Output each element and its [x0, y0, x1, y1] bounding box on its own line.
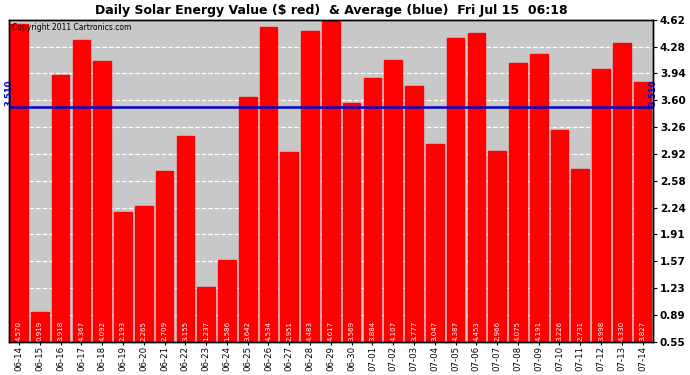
Text: 3.642: 3.642	[245, 321, 250, 341]
Text: 3.998: 3.998	[598, 321, 604, 341]
Text: 4.617: 4.617	[328, 321, 334, 341]
Bar	[302, 30, 319, 342]
Bar	[31, 312, 49, 342]
Bar	[530, 54, 548, 342]
Bar	[571, 169, 589, 342]
Bar	[280, 152, 298, 342]
Text: 4.367: 4.367	[79, 321, 84, 341]
Text: 4.453: 4.453	[473, 321, 480, 341]
Bar	[239, 97, 257, 342]
Bar	[135, 206, 152, 342]
Bar	[551, 130, 569, 342]
Text: 2.709: 2.709	[161, 321, 168, 341]
Bar	[405, 86, 423, 342]
Text: 0.919: 0.919	[37, 321, 43, 341]
Text: 1.237: 1.237	[203, 321, 209, 341]
Bar	[177, 135, 194, 342]
Bar	[93, 62, 111, 342]
Text: 4.075: 4.075	[515, 321, 521, 341]
Text: 2.966: 2.966	[494, 321, 500, 341]
Text: 3.827: 3.827	[640, 321, 646, 341]
Bar	[364, 78, 382, 342]
Text: 3.918: 3.918	[58, 321, 63, 341]
Text: 3.155: 3.155	[182, 321, 188, 341]
Bar	[72, 40, 90, 342]
Text: 3.510: 3.510	[4, 80, 13, 106]
Text: 4.330: 4.330	[619, 321, 625, 341]
Bar	[468, 33, 485, 342]
Bar	[114, 211, 132, 342]
Text: 4.092: 4.092	[99, 321, 105, 341]
Bar	[446, 38, 464, 342]
Bar	[592, 69, 610, 342]
Bar	[259, 27, 277, 342]
Bar	[197, 287, 215, 342]
Text: 3.047: 3.047	[432, 321, 437, 341]
Text: 1.586: 1.586	[224, 321, 230, 341]
Text: 4.570: 4.570	[16, 321, 22, 341]
Bar	[156, 171, 173, 342]
Text: 3.510: 3.510	[649, 80, 658, 106]
Text: 4.387: 4.387	[453, 321, 459, 341]
Bar	[343, 103, 360, 342]
Bar	[322, 20, 339, 342]
Bar	[10, 24, 28, 342]
Text: 3.884: 3.884	[369, 321, 375, 341]
Text: 4.191: 4.191	[535, 321, 542, 341]
Bar	[509, 63, 526, 342]
Text: 4.107: 4.107	[391, 321, 396, 341]
Bar	[384, 60, 402, 342]
Bar	[634, 82, 651, 342]
Bar	[52, 75, 70, 342]
Bar	[489, 150, 506, 342]
Bar	[613, 43, 631, 342]
Text: 2.265: 2.265	[141, 321, 147, 341]
Text: 2.193: 2.193	[120, 321, 126, 341]
Bar	[218, 260, 236, 342]
Text: 4.483: 4.483	[307, 321, 313, 341]
Text: 4.534: 4.534	[266, 321, 271, 341]
Bar	[426, 144, 444, 342]
Text: 2.731: 2.731	[578, 321, 583, 341]
Text: 3.226: 3.226	[556, 321, 562, 341]
Text: Copyright 2011 Cartronics.com: Copyright 2011 Cartronics.com	[12, 23, 131, 32]
Text: 3.777: 3.777	[411, 321, 417, 341]
Title: Daily Solar Energy Value ($ red)  & Average (blue)  Fri Jul 15  06:18: Daily Solar Energy Value ($ red) & Avera…	[95, 4, 567, 17]
Text: 3.569: 3.569	[348, 321, 355, 341]
Text: 2.951: 2.951	[286, 321, 293, 341]
